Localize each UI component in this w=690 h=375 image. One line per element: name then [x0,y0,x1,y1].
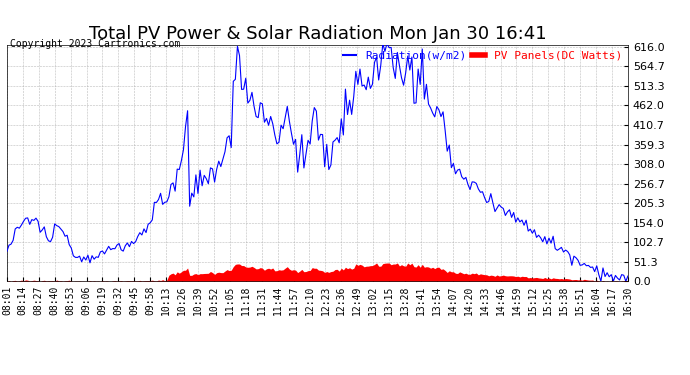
Title: Total PV Power & Solar Radiation Mon Jan 30 16:41: Total PV Power & Solar Radiation Mon Jan… [88,26,546,44]
Text: Copyright 2023 Cartronics.com: Copyright 2023 Cartronics.com [10,39,181,50]
Legend: Radiation(w/m2), PV Panels(DC Watts): Radiation(w/m2), PV Panels(DC Watts) [338,46,627,65]
